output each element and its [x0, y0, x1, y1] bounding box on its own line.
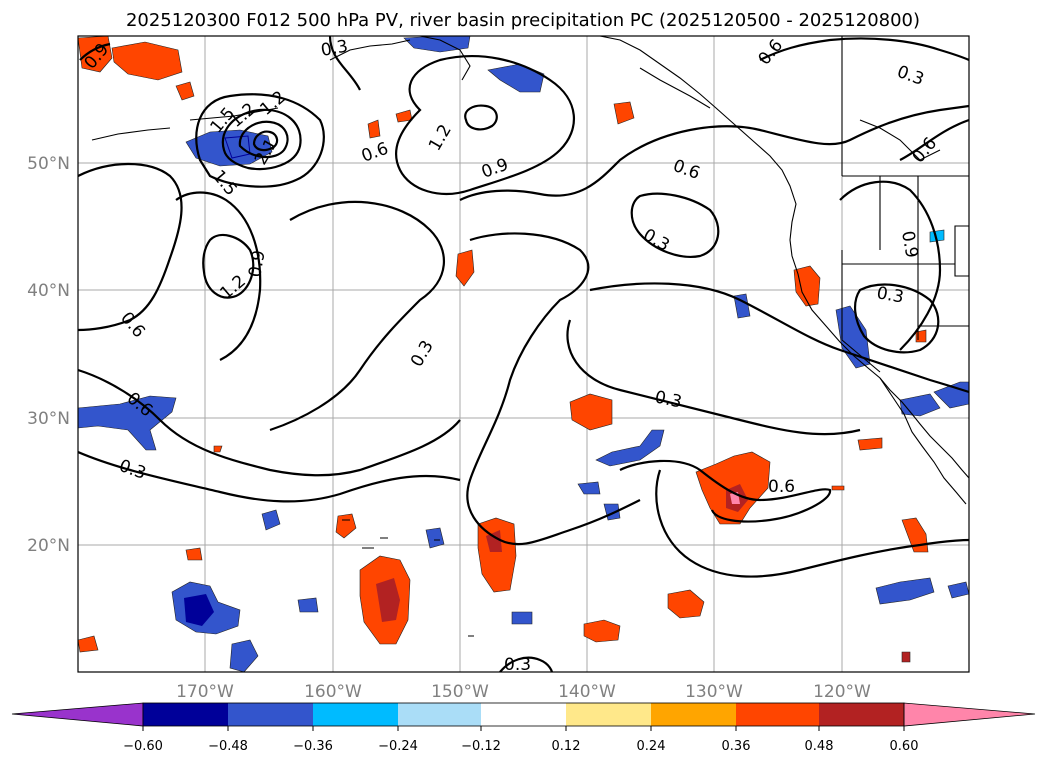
figure-title: 2025120300 F012 500 hPa PV, river basin …: [126, 10, 920, 31]
lat-tick-label: 40°N: [27, 281, 70, 301]
map-border: [77, 35, 970, 673]
precip-blob: [569, 393, 613, 431]
colorbar-extend-right: [903, 702, 1036, 727]
precip-blob: [899, 393, 941, 417]
precip-blob: [455, 249, 475, 287]
contour-label: 0.3: [319, 37, 349, 61]
colorbar-tick-label: 0.12: [552, 739, 581, 754]
precip-blob: [486, 530, 502, 552]
precip-blob: [78, 395, 177, 451]
lon-axis: 170°W 160°W 150°W 140°W 130°W 120°W: [176, 682, 871, 702]
lon-tick-label: 170°W: [176, 682, 234, 702]
precip-blob: [297, 597, 319, 613]
precip-blob: [185, 547, 203, 561]
colorbar-tick-label: 0.48: [805, 739, 834, 754]
colorbar: −0.60 −0.48 −0.36 −0.24 −0.12 0.12 0.24 …: [11, 702, 1036, 754]
precip-blob: [229, 639, 259, 672]
precip-blob: [367, 119, 381, 139]
precip-blob: [184, 594, 214, 626]
precip-blob: [929, 229, 945, 243]
precip-blob: [947, 581, 969, 599]
colorbar-tick-label: −0.12: [461, 739, 501, 754]
precip-blob: [667, 589, 705, 619]
colorbar-tick-label: −0.60: [123, 739, 163, 754]
precip-blob: [335, 513, 357, 539]
lon-tick-label: 140°W: [558, 682, 616, 702]
precip-blob: [901, 651, 911, 663]
colorbar-segment: [819, 703, 904, 726]
precip-blob: [875, 577, 935, 605]
precip-blob: [261, 509, 281, 531]
colorbar-segment: [651, 703, 736, 726]
precip-blob: [831, 485, 845, 491]
colorbar-segment: [143, 703, 228, 726]
colorbar-tick-label: 0.24: [637, 739, 666, 754]
contour-label: 0.9: [245, 249, 269, 279]
colorbar-tick-label: −0.48: [208, 739, 248, 754]
contour-label: 0.3: [504, 655, 531, 675]
contour-label: 0.9: [897, 229, 921, 259]
lat-tick-label: 50°N: [27, 154, 70, 174]
colorbar-segment: [566, 703, 651, 726]
colorbar-segment: [313, 703, 398, 726]
colorbar-tick-label: 0.60: [890, 739, 919, 754]
precip-blob: [78, 635, 99, 653]
contour-label: 0.6: [768, 477, 795, 497]
colorbar-segment: [481, 703, 566, 726]
precip-blob: [175, 81, 195, 101]
coastlines: [91, 36, 969, 637]
colorbar-tick-label: −0.36: [293, 739, 333, 754]
precip-blob: [857, 437, 883, 451]
precip-blob: [403, 36, 471, 53]
precip-blob: [793, 265, 821, 307]
precip-blob: [425, 527, 445, 549]
colorbar-segment: [228, 703, 313, 726]
precip-blob: [577, 481, 601, 495]
precip-blob: [613, 101, 635, 125]
lon-tick-label: 130°W: [685, 682, 743, 702]
precip-blob: [511, 611, 533, 625]
lat-axis: 50°N 40°N 30°N 20°N: [27, 154, 70, 556]
precipitation-shading: [78, 36, 969, 672]
precip-blob: [376, 578, 400, 622]
lat-tick-label: 30°N: [27, 409, 70, 429]
colorbar-tick-label: 0.36: [722, 739, 751, 754]
map-area: [78, 36, 969, 672]
colorbar-segment: [736, 703, 819, 726]
contour-label: 0.3: [875, 283, 905, 307]
precip-blob: [213, 445, 223, 453]
pv-contours: [78, 36, 969, 672]
precip-blob: [595, 429, 665, 467]
colorbar-extend-left: [11, 702, 144, 727]
lon-tick-label: 120°W: [813, 682, 871, 702]
lat-tick-label: 20°N: [27, 536, 70, 556]
colorbar-tick-label: −0.24: [378, 739, 418, 754]
precip-blob: [583, 619, 621, 643]
precip-blob: [111, 41, 183, 81]
lon-tick-label: 160°W: [304, 682, 362, 702]
colorbar-segment: [398, 703, 481, 726]
lon-tick-label: 150°W: [431, 682, 489, 702]
